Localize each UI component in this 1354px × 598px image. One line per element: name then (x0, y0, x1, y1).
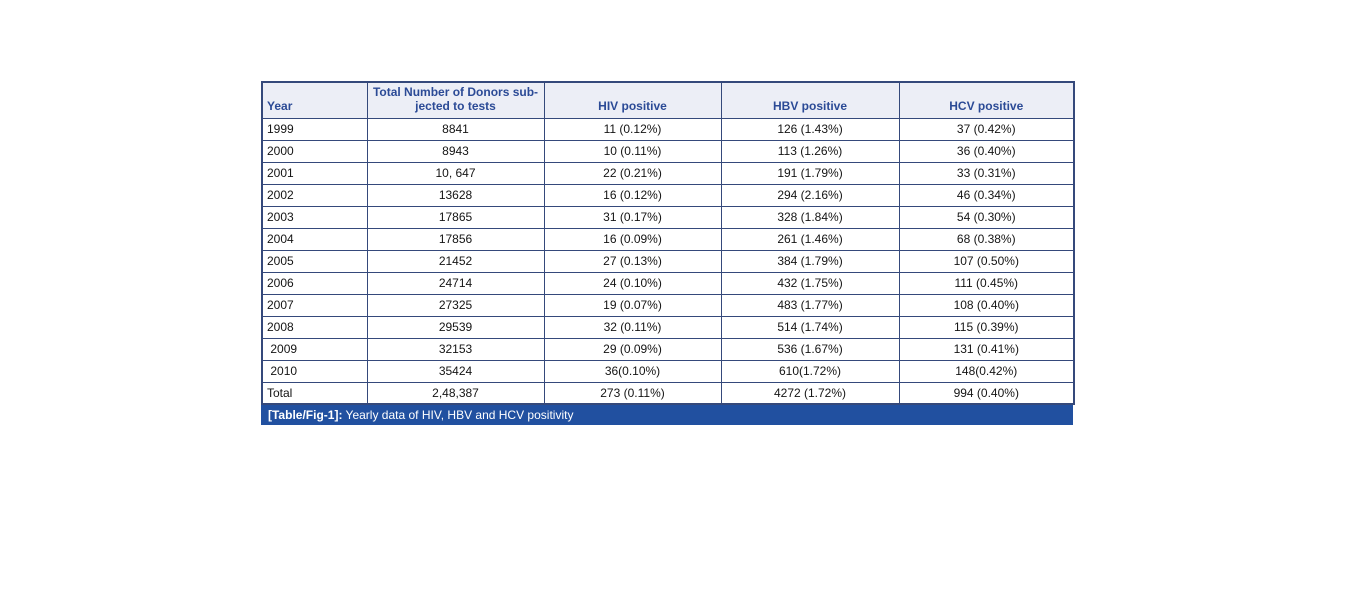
hbv-cell: 483 (1.77%) (720, 293, 900, 317)
table-caption: [Table/Fig-1]: Yearly data of HIV, HBV a… (261, 405, 1073, 426)
figure-table: Year Total Number of Donors sub- jected … (261, 81, 1075, 426)
hcv-cell: 37 (0.42%) (898, 117, 1075, 141)
year-cell: 2006 (261, 271, 368, 295)
table-row: 2004 17856 16 (0.09%) 261 (1.46%) 68 (0.… (261, 227, 1075, 251)
hcv-cell: 36 (0.40%) (898, 139, 1075, 163)
column-header-hiv-positive: HIV positive (543, 81, 722, 119)
hbv-cell: 113 (1.26%) (720, 139, 900, 163)
hcv-cell: 54 (0.30%) (898, 205, 1075, 229)
table-row: 1999 8841 11 (0.12%) 126 (1.43%) 37 (0.4… (261, 117, 1075, 141)
donors-cell: 24714 (366, 271, 545, 295)
table-row: 2000 8943 10 (0.11%) 113 (1.26%) 36 (0.4… (261, 139, 1075, 163)
column-header-year: Year (261, 81, 368, 119)
hiv-cell: 16 (0.12%) (543, 183, 722, 207)
hbv-cell: 294 (2.16%) (720, 183, 900, 207)
hcv-cell: 148(0.42%) (898, 359, 1075, 383)
caption-text: Yearly data of HIV, HBV and HCV positivi… (342, 408, 574, 423)
hiv-cell: 273 (0.11%) (543, 381, 722, 405)
hbv-cell: 126 (1.43%) (720, 117, 900, 141)
column-header-hcv-positive: HCV positive (898, 81, 1075, 119)
donors-cell: 17865 (366, 205, 545, 229)
donors-cell: 29539 (366, 315, 545, 339)
hcv-cell: 994 (0.40%) (898, 381, 1075, 405)
hiv-cell: 29 (0.09%) (543, 337, 722, 361)
year-cell: 2002 (261, 183, 368, 207)
hiv-cell: 24 (0.10%) (543, 271, 722, 295)
year-cell: 1999 (261, 117, 368, 141)
hbv-cell: 610(1.72%) (720, 359, 900, 383)
donors-cell: 21452 (366, 249, 545, 273)
hiv-cell: 16 (0.09%) (543, 227, 722, 251)
year-cell: 2003 (261, 205, 368, 229)
hcv-cell: 111 (0.45%) (898, 271, 1075, 295)
hbv-cell: 536 (1.67%) (720, 337, 900, 361)
year-cell: Total (261, 381, 368, 405)
hiv-cell: 22 (0.21%) (543, 161, 722, 185)
hiv-cell: 31 (0.17%) (543, 205, 722, 229)
hbv-cell: 328 (1.84%) (720, 205, 900, 229)
donors-cell: 10, 647 (366, 161, 545, 185)
year-cell: 2000 (261, 139, 368, 163)
table-row: 2010 35424 36(0.10%) 610(1.72%) 148(0.42… (261, 359, 1075, 383)
donors-cell: 32153 (366, 337, 545, 361)
table-row: 2008 29539 32 (0.11%) 514 (1.74%) 115 (0… (261, 315, 1075, 339)
year-cell: 2004 (261, 227, 368, 251)
hbv-cell: 4272 (1.72%) (720, 381, 900, 405)
hbv-cell: 261 (1.46%) (720, 227, 900, 251)
hcv-cell: 131 (0.41%) (898, 337, 1075, 361)
table-row: Total 2,48,387 273 (0.11%) 4272 (1.72%) … (261, 381, 1075, 405)
hbv-cell: 432 (1.75%) (720, 271, 900, 295)
donors-cell: 17856 (366, 227, 545, 251)
hiv-cell: 36(0.10%) (543, 359, 722, 383)
donors-cell: 27325 (366, 293, 545, 317)
hcv-cell: 108 (0.40%) (898, 293, 1075, 317)
hbv-cell: 384 (1.79%) (720, 249, 900, 273)
year-cell: 2007 (261, 293, 368, 317)
table-body: 1999 8841 11 (0.12%) 126 (1.43%) 37 (0.4… (261, 117, 1075, 405)
hbv-cell: 514 (1.74%) (720, 315, 900, 339)
table-row: 2006 24714 24 (0.10%) 432 (1.75%) 111 (0… (261, 271, 1075, 295)
table-row: 2002 13628 16 (0.12%) 294 (2.16%) 46 (0.… (261, 183, 1075, 207)
table-row: 2009 32153 29 (0.09%) 536 (1.67%) 131 (0… (261, 337, 1075, 361)
hiv-cell: 10 (0.11%) (543, 139, 722, 163)
hbv-cell: 191 (1.79%) (720, 161, 900, 185)
donors-cell: 35424 (366, 359, 545, 383)
caption-tag: [Table/Fig-1]: (268, 408, 343, 423)
column-header-hbv-positive: HBV positive (720, 81, 900, 119)
hcv-cell: 115 (0.39%) (898, 315, 1075, 339)
hcv-cell: 107 (0.50%) (898, 249, 1075, 273)
year-cell: 2009 (261, 337, 368, 361)
hiv-cell: 32 (0.11%) (543, 315, 722, 339)
year-cell: 2008 (261, 315, 368, 339)
table-row: 2001 10, 647 22 (0.21%) 191 (1.79%) 33 (… (261, 161, 1075, 185)
column-header-total-donors: Total Number of Donors sub- jected to te… (366, 81, 545, 119)
hcv-cell: 46 (0.34%) (898, 183, 1075, 207)
hiv-cell: 11 (0.12%) (543, 117, 722, 141)
table-row: 2003 17865 31 (0.17%) 328 (1.84%) 54 (0.… (261, 205, 1075, 229)
table-row: 2007 27325 19 (0.07%) 483 (1.77%) 108 (0… (261, 293, 1075, 317)
hiv-cell: 27 (0.13%) (543, 249, 722, 273)
donors-cell: 8841 (366, 117, 545, 141)
donors-cell: 13628 (366, 183, 545, 207)
data-table: Year Total Number of Donors sub- jected … (261, 81, 1075, 406)
header-row: Year Total Number of Donors sub- jected … (261, 81, 1075, 119)
hiv-cell: 19 (0.07%) (543, 293, 722, 317)
year-cell: 2010 (261, 359, 368, 383)
hcv-cell: 33 (0.31%) (898, 161, 1075, 185)
table-row: 2005 21452 27 (0.13%) 384 (1.79%) 107 (0… (261, 249, 1075, 273)
year-cell: 2005 (261, 249, 368, 273)
donors-cell: 8943 (366, 139, 545, 163)
donors-cell: 2,48,387 (366, 381, 545, 405)
hcv-cell: 68 (0.38%) (898, 227, 1075, 251)
year-cell: 2001 (261, 161, 368, 185)
